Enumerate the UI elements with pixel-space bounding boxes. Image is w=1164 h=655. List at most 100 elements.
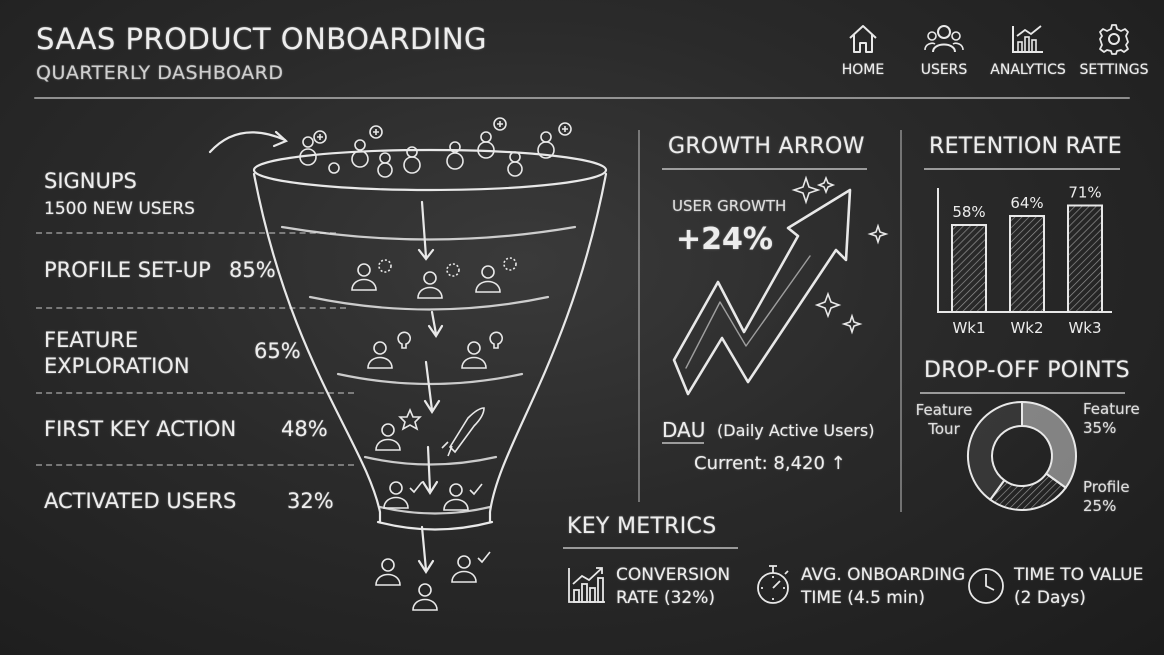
retention-tick-label: Wk2 xyxy=(1010,319,1043,337)
nav-users[interactable]: USERS xyxy=(918,22,970,78)
retention-bar-wk3 xyxy=(1067,204,1103,313)
funnel-left-side xyxy=(252,172,382,524)
user-icon xyxy=(351,125,383,168)
retention-axis xyxy=(937,188,1112,313)
user-icon xyxy=(417,263,460,299)
dropoff-label-profile-pct: 25% xyxy=(1083,497,1117,515)
user-icon xyxy=(477,117,507,159)
user-icon xyxy=(383,481,423,509)
gear-icon xyxy=(1099,24,1129,55)
users-icon xyxy=(924,25,964,53)
user-icon xyxy=(299,130,327,166)
growth-value: +24% xyxy=(676,222,773,257)
user-icon xyxy=(375,558,401,586)
metric-onboarding-line2: TIME (4.5 min) xyxy=(801,588,925,608)
divider xyxy=(924,168,1120,170)
metric-conversion-line2: RATE (32%) xyxy=(616,588,716,608)
user-icon xyxy=(507,151,523,177)
key-metrics-title: KEY METRICS xyxy=(567,514,717,539)
dau-current: Current: 8,420 ↑ xyxy=(694,453,846,474)
funnel-right-side xyxy=(488,172,608,524)
stage-profile-label: PROFILE SET-UP xyxy=(44,258,211,282)
user-icon xyxy=(451,551,491,583)
metric-onboarding-line1: AVG. ONBOARDING xyxy=(801,565,966,585)
retention-bar-wk2 xyxy=(1009,215,1045,313)
growth-label: USER GROWTH xyxy=(672,197,787,215)
stage-activated-value: 32% xyxy=(287,489,334,513)
nav-analytics[interactable]: ANALYTICS xyxy=(986,22,1070,78)
dropoff-label-feature-pct: 35% xyxy=(1083,419,1117,437)
chart-icon xyxy=(568,567,605,603)
nav-users-label: USERS xyxy=(920,62,968,78)
stage-feature-label-1: FEATURE xyxy=(44,328,139,352)
user-icon xyxy=(367,331,412,369)
signups-detail: 1500 NEW USERS xyxy=(44,199,195,219)
clock-icon xyxy=(968,568,1004,604)
page-title: SAAS PRODUCT ONBOARDING xyxy=(36,22,488,56)
nav-settings-label: SETTINGS xyxy=(1079,62,1149,78)
user-icon xyxy=(403,146,421,174)
dau-abbr: DAU xyxy=(662,418,706,442)
divider xyxy=(920,392,1125,394)
user-icon xyxy=(412,583,438,611)
retention-data-label: 64% xyxy=(1010,194,1043,212)
header-divider xyxy=(34,97,1130,99)
signups-label: SIGNUPS xyxy=(44,169,137,193)
stage-profile-value: 85% xyxy=(229,258,276,282)
divider xyxy=(638,130,640,502)
user-icon xyxy=(446,141,464,170)
dropoff-title: DROP-OFF POINTS xyxy=(924,358,1130,383)
user-icon xyxy=(375,407,422,451)
user-icon xyxy=(443,483,483,511)
stage-feature-label-2: EXPLORATION xyxy=(44,354,190,378)
divider xyxy=(662,442,704,444)
sparkle-icon xyxy=(791,175,889,335)
retention-bar-wk1 xyxy=(951,224,987,313)
user-icon xyxy=(377,152,393,178)
stage-activated-label: ACTIVATED USERS xyxy=(44,489,237,513)
stage-feature-value: 65% xyxy=(254,339,301,363)
entry-arrow xyxy=(208,131,287,154)
dropoff-label-profile: Profile xyxy=(1083,478,1130,496)
dropoff-donut-chart xyxy=(967,400,1077,511)
divider xyxy=(900,130,902,512)
nav-home[interactable]: HOME xyxy=(838,22,888,78)
retention-data-label: 58% xyxy=(952,203,985,221)
user-icon xyxy=(537,122,572,159)
retention-data-label: 71% xyxy=(1068,184,1101,202)
divider xyxy=(36,464,354,466)
donut-slice-feature xyxy=(1021,400,1077,490)
dau-description: (Daily Active Users) xyxy=(717,421,875,440)
page-subtitle: QUARTERLY DASHBOARD xyxy=(36,62,284,84)
divider xyxy=(662,168,867,170)
nav-settings[interactable]: SETTINGS xyxy=(1078,22,1150,78)
divider xyxy=(36,307,346,309)
stopwatch-icon xyxy=(757,565,789,604)
growth-title: GROWTH ARROW xyxy=(668,134,865,159)
metric-ttv-line2: (2 Days) xyxy=(1014,588,1086,608)
dropoff-label-feature-tour-1: Feature xyxy=(915,401,973,419)
nav-analytics-label: ANALYTICS xyxy=(990,62,1066,78)
divider xyxy=(563,547,738,549)
stage-firstkey-label: FIRST KEY ACTION xyxy=(44,417,237,441)
divider xyxy=(36,232,336,234)
dropoff-label-feature-tour-2: Tour xyxy=(928,420,960,438)
user-icon xyxy=(475,257,517,293)
retention-tick-label: Wk3 xyxy=(1068,319,1101,337)
rocket-icon xyxy=(441,407,485,457)
growth-arrow-icon xyxy=(672,188,852,396)
retention-title: RETENTION RATE xyxy=(929,134,1122,159)
analytics-icon xyxy=(1012,25,1043,53)
metric-ttv-line1: TIME TO VALUE xyxy=(1014,565,1144,585)
user-icon xyxy=(461,331,504,369)
growth-arrow-illustration xyxy=(672,175,889,396)
divider xyxy=(36,392,354,394)
home-icon xyxy=(849,25,877,53)
nav-home-label: HOME xyxy=(841,62,885,78)
funnel-illustration xyxy=(208,117,608,611)
user-icon xyxy=(351,259,392,291)
dropoff-label-feature: Feature xyxy=(1083,400,1140,418)
funnel-rim xyxy=(252,148,608,192)
retention-chart: 58% Wk1 64% Wk2 71% Wk3 xyxy=(937,184,1112,337)
donut-slice-feature-tour xyxy=(967,400,1023,502)
